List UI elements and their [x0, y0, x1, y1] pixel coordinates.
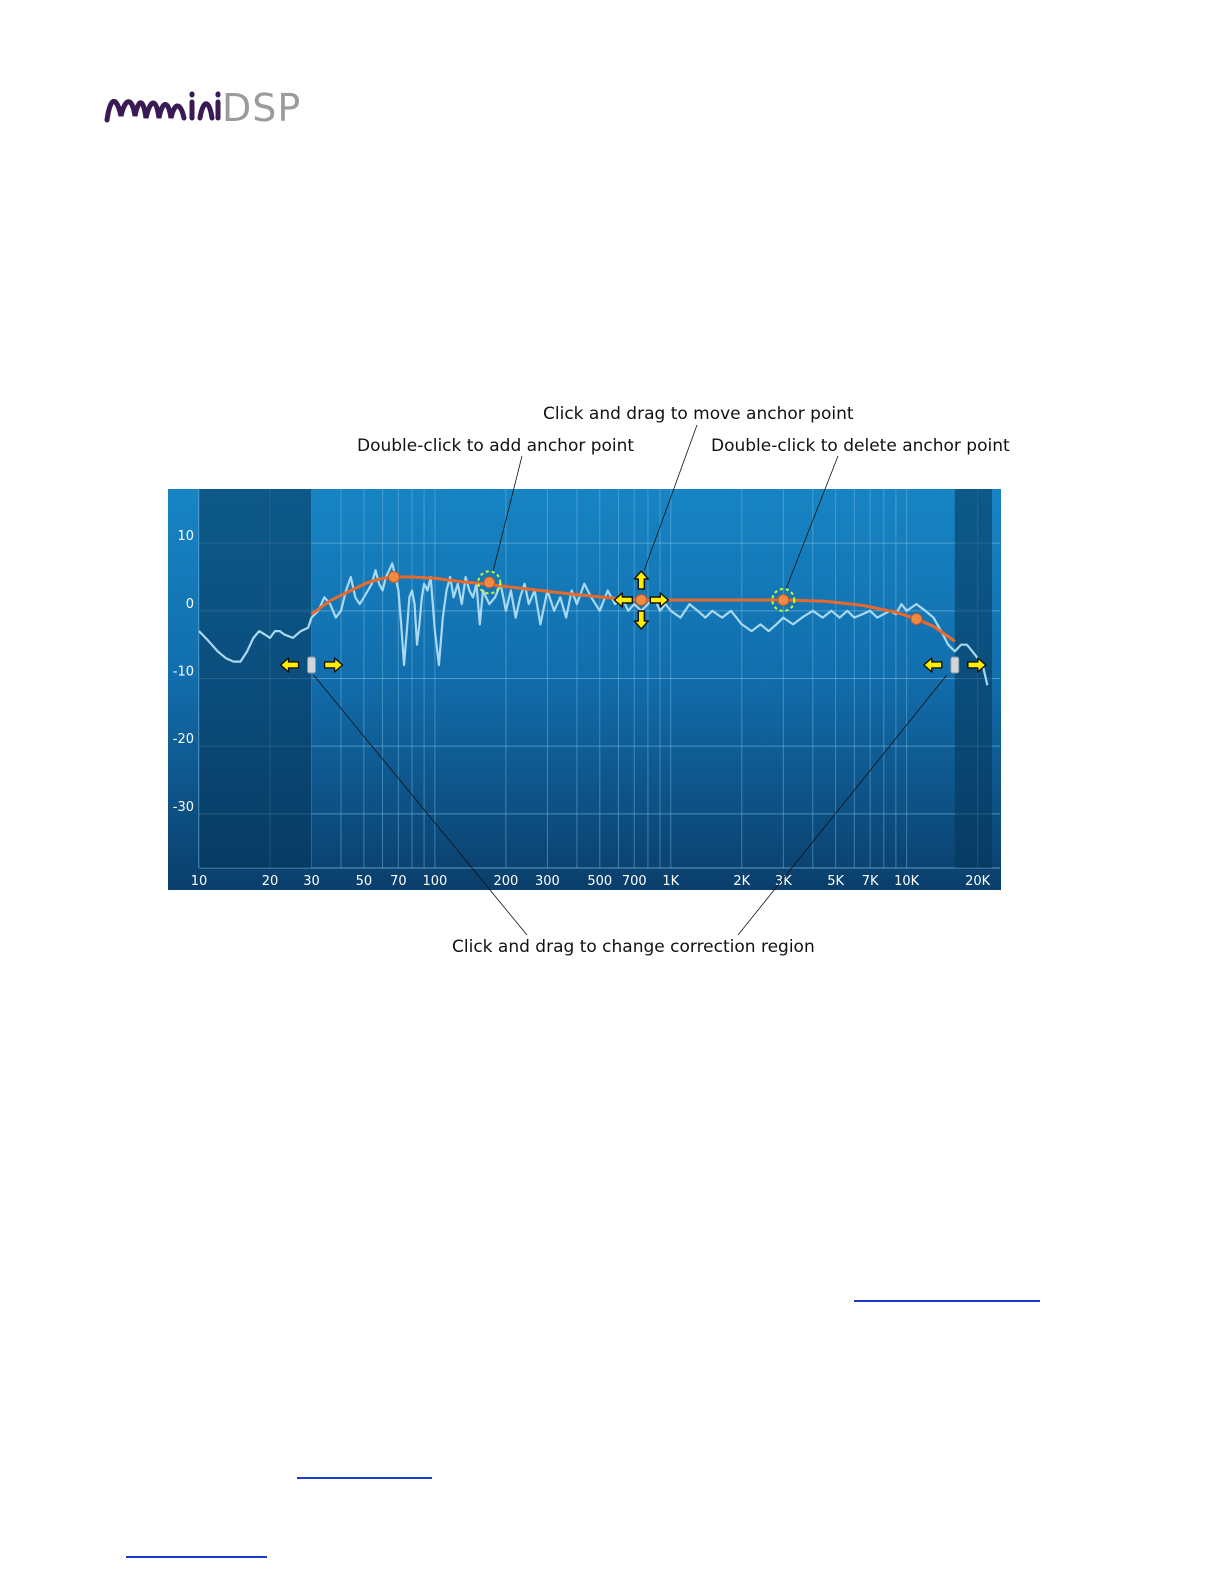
anchor-point — [387, 570, 400, 583]
move-down-arrow-icon — [633, 610, 650, 630]
y-tick-label: -30 — [173, 800, 194, 815]
leader-region-right — [737, 674, 948, 936]
x-tick-label: 200 — [493, 874, 518, 889]
x-tick-label: 7K — [862, 874, 879, 889]
callout-correction-region: Click and drag to change correction regi… — [452, 937, 815, 957]
mini-wordmark — [104, 91, 221, 123]
x-tick-label: 1K — [662, 874, 679, 889]
region-right-arrow-icon — [967, 657, 987, 673]
region-left-arrow-icon — [279, 657, 300, 673]
move-up-arrow-icon — [633, 570, 650, 590]
x-tick-label: 100 — [422, 874, 447, 889]
y-tick-label: -10 — [173, 665, 194, 680]
y-tick-label: -20 — [173, 732, 194, 747]
callout-add-anchor: Double-click to add anchor point — [357, 436, 635, 456]
target-curve — [310, 575, 956, 643]
region-handle — [950, 656, 960, 674]
callout-delete-anchor: Double-click to delete anchor point — [711, 436, 1010, 456]
x-tick-label: 500 — [587, 874, 612, 889]
anchor-highlight — [477, 570, 502, 595]
anchor-point — [910, 612, 923, 625]
region-left-arrow-icon — [923, 657, 943, 673]
leader-region-left — [313, 674, 528, 936]
document-link-2[interactable] — [297, 1477, 432, 1479]
move-left-arrow-icon — [613, 592, 634, 608]
leader-move-anchor — [643, 424, 698, 571]
x-tick-label: 5K — [827, 874, 844, 889]
x-tick-label: 30 — [303, 874, 320, 889]
dsp-wordmark: DSP — [222, 86, 302, 130]
excluded-region-left — [199, 489, 312, 868]
move-right-arrow-icon — [649, 592, 670, 608]
measurement-curve — [198, 562, 989, 686]
callout-leader-lines — [313, 424, 948, 936]
x-tick-label: 10K — [894, 874, 920, 889]
leader-delete-anchor — [785, 455, 839, 589]
anchor-point — [777, 593, 790, 606]
y-tick-label: 10 — [177, 529, 194, 544]
x-tick-label: 50 — [356, 874, 373, 889]
anchor-highlight — [771, 587, 796, 612]
x-tick-label: 20K — [965, 874, 991, 889]
callout-move-anchor: Click and drag to move anchor point — [543, 404, 854, 424]
leader-add-anchor — [492, 455, 523, 571]
anchor-points[interactable] — [387, 570, 923, 630]
x-tick-label: 700 — [622, 874, 647, 889]
x-tick-label: 20 — [262, 874, 279, 889]
x-tick-label: 70 — [390, 874, 407, 889]
x-tick-label: 10 — [191, 874, 208, 889]
anchor-point — [483, 576, 496, 589]
x-tick-label: 300 — [535, 874, 560, 889]
region-handle — [307, 656, 317, 674]
x-tick-label: 2K — [733, 874, 750, 889]
document-link-3[interactable] — [126, 1556, 267, 1558]
minidsp-logo: DSP — [104, 86, 326, 130]
document-link-1[interactable] — [854, 1300, 1040, 1302]
axis-tick-labels: 10 20 30 50 70 100 200 300 500 700 1K 2K 3K 5K 7K 10K 20… — [173, 529, 991, 889]
y-tick-label: 0 — [186, 597, 194, 612]
anchor-point — [635, 593, 648, 606]
x-tick-label: 3K — [775, 874, 792, 889]
region-right-arrow-icon — [323, 657, 344, 673]
correction-region-handles[interactable] — [279, 656, 987, 674]
